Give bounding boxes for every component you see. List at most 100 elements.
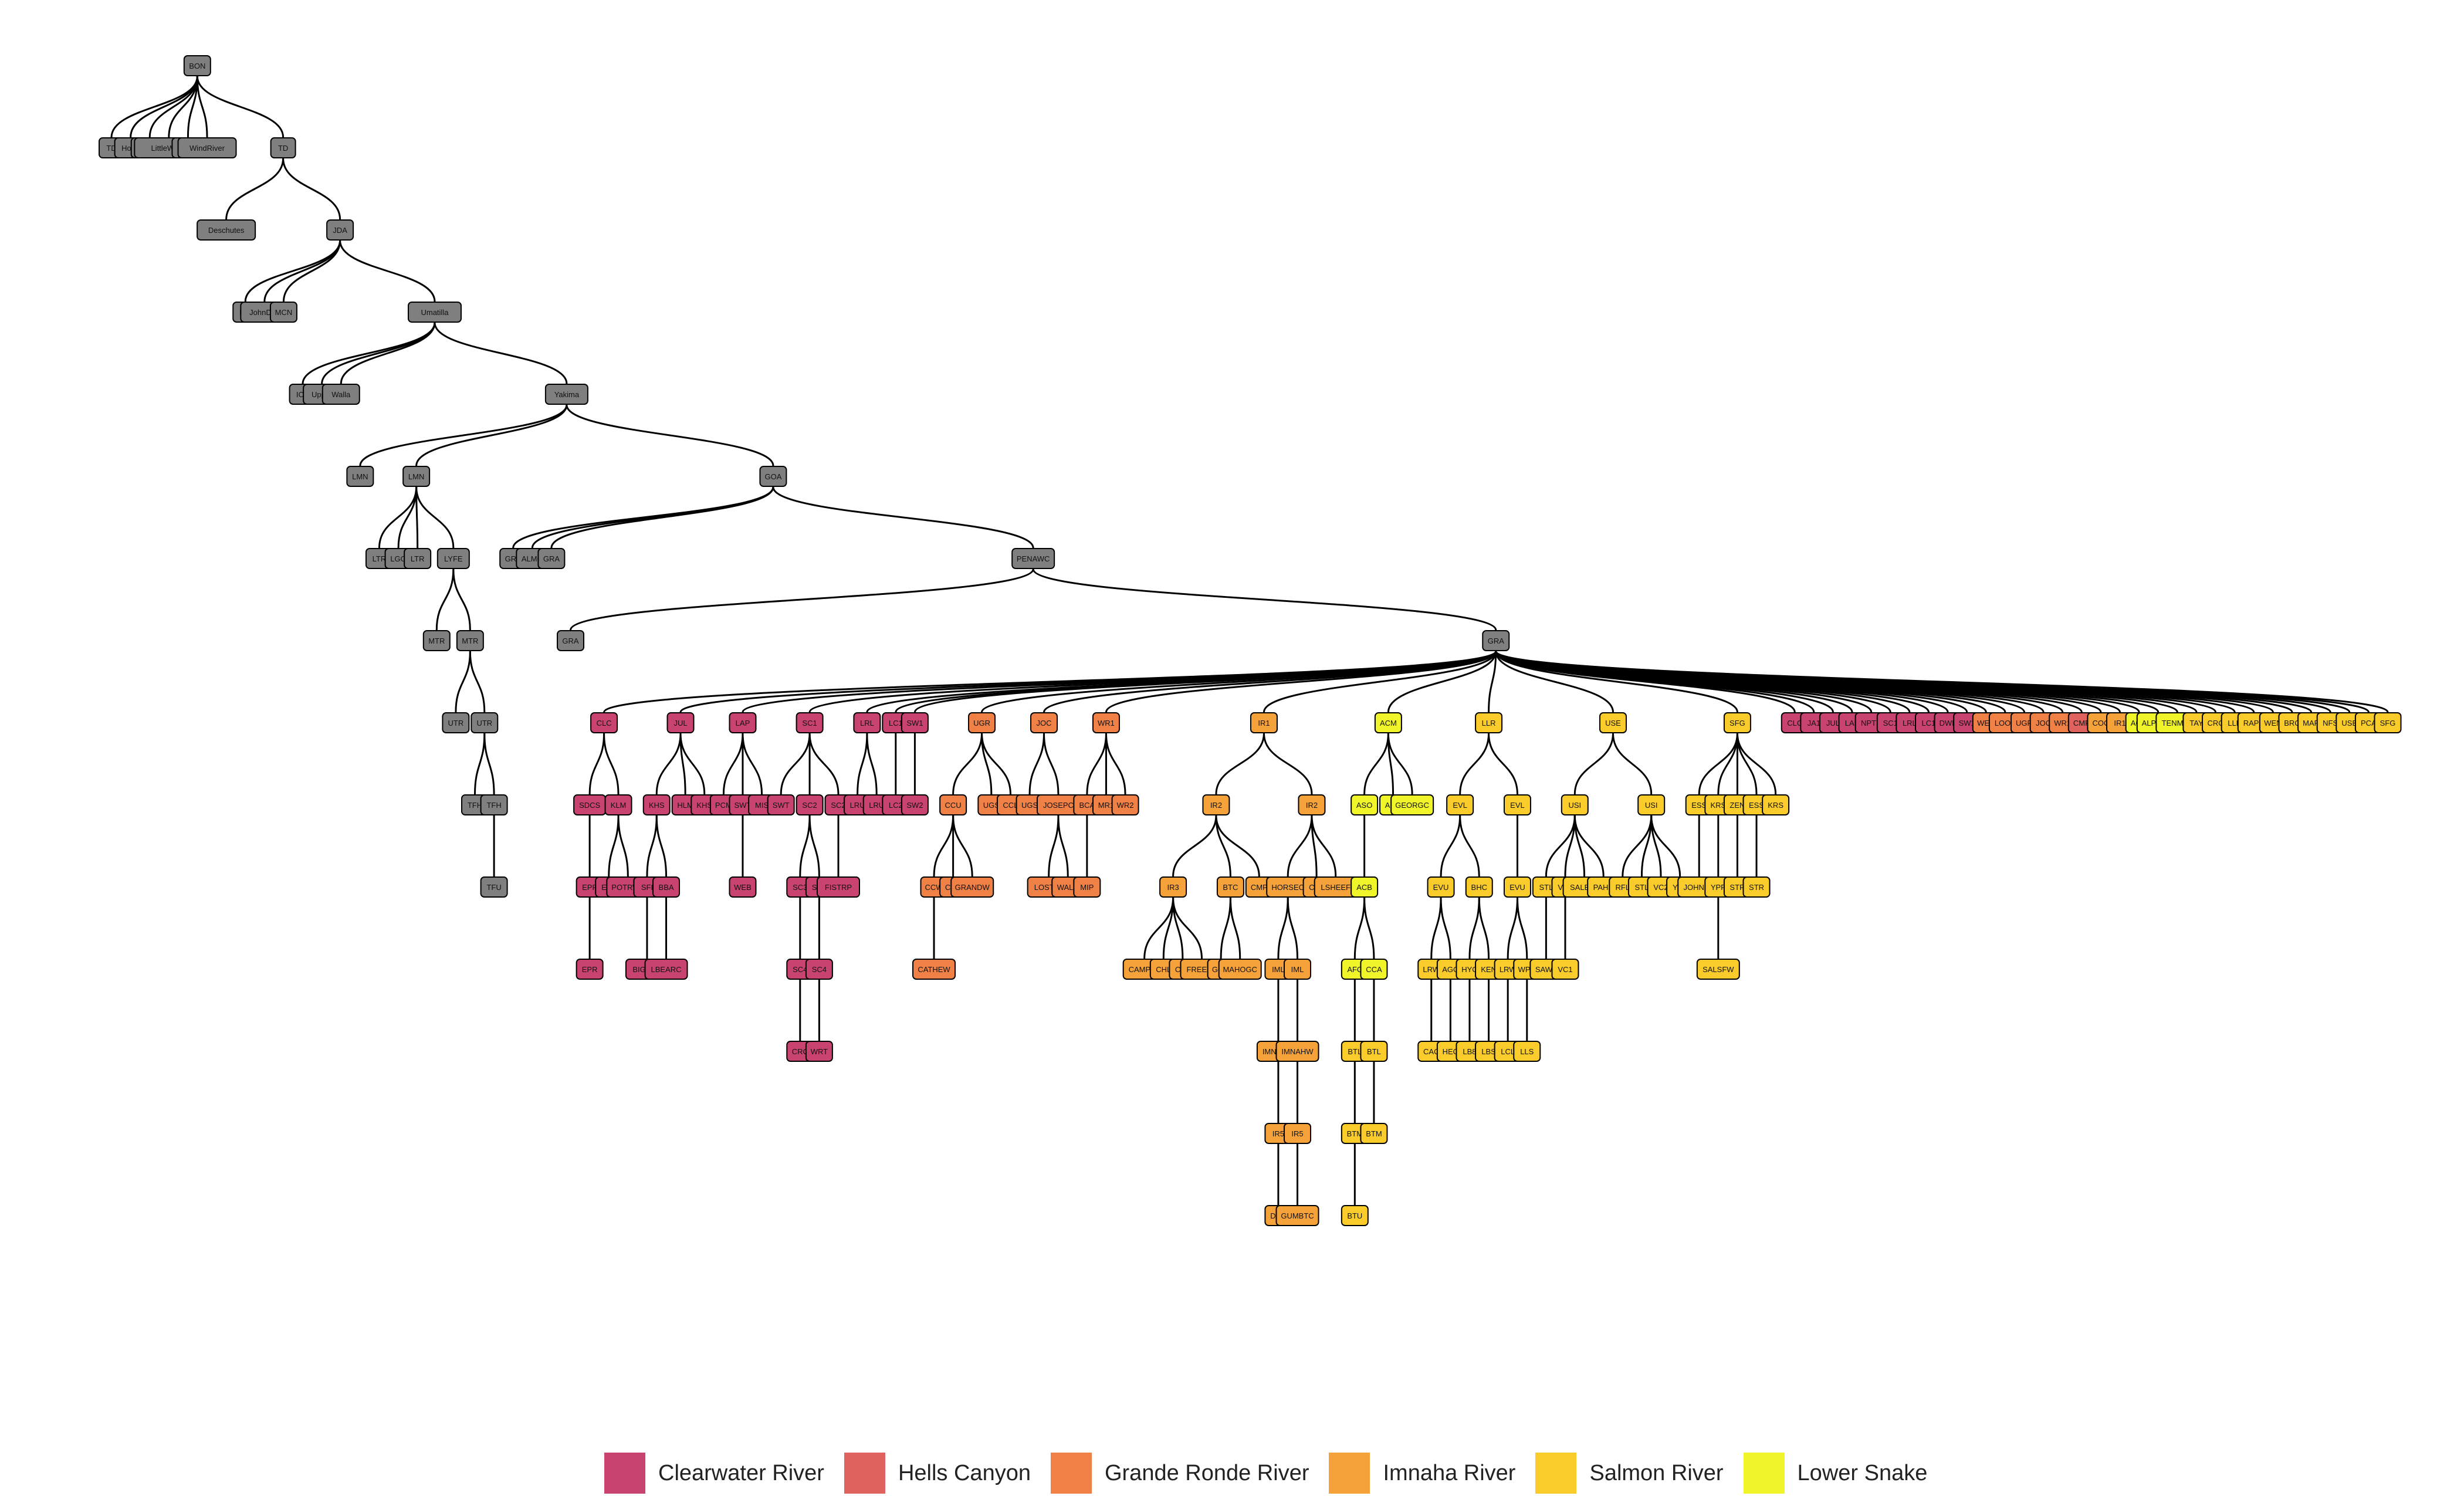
tree-edge bbox=[1287, 897, 1299, 959]
node-label: LTR bbox=[411, 554, 425, 563]
node-label: Walla bbox=[331, 390, 351, 399]
node-label: PCM bbox=[715, 801, 732, 810]
tree-node: VC1 bbox=[1551, 959, 1579, 980]
node-label: UGR bbox=[2016, 719, 2033, 727]
node-label: USE bbox=[1605, 719, 1621, 727]
tree-node: KRS bbox=[1762, 794, 1790, 815]
tree-node: EVL bbox=[1446, 794, 1474, 815]
node-box bbox=[471, 712, 499, 733]
legend-swatch bbox=[1329, 1453, 1370, 1494]
node-box bbox=[1551, 959, 1579, 980]
node-box bbox=[1637, 794, 1666, 815]
tree-edge bbox=[1032, 568, 1497, 631]
node-label: MIP bbox=[1080, 883, 1094, 892]
node-box bbox=[729, 712, 757, 733]
tree-node: IR2 bbox=[1298, 794, 1326, 815]
tree-edge bbox=[566, 404, 774, 466]
node-box bbox=[1011, 548, 1055, 569]
tree-edge bbox=[302, 322, 436, 384]
tree-edge bbox=[1573, 815, 1605, 877]
tree-node: SDCS bbox=[573, 794, 607, 815]
tree-edge bbox=[655, 733, 682, 795]
tree-edge bbox=[1229, 897, 1241, 959]
tree-node: WR2 bbox=[1111, 794, 1139, 815]
tree-node: SW2 bbox=[901, 794, 929, 815]
tree-edge bbox=[1172, 815, 1217, 877]
node-box bbox=[402, 466, 431, 487]
node-box bbox=[346, 466, 374, 487]
tree-edge bbox=[1028, 733, 1045, 795]
node-box bbox=[604, 794, 632, 815]
node-label: BCA bbox=[1079, 801, 1095, 810]
node-label: LRU bbox=[869, 801, 884, 810]
tree-node: KLM bbox=[604, 794, 632, 815]
node-label: EVU bbox=[1433, 883, 1449, 892]
legend-item: Grande Ronde River bbox=[1050, 1453, 1309, 1494]
node-box bbox=[912, 959, 956, 980]
node-label: BON bbox=[189, 62, 205, 70]
tree-node: JUL bbox=[666, 712, 695, 733]
node-box bbox=[1513, 1041, 1541, 1062]
tree-node: SFG bbox=[2374, 712, 2402, 733]
node-label: SW1 bbox=[906, 719, 923, 727]
node-label: STR bbox=[1729, 883, 1745, 892]
tree-edge bbox=[1459, 815, 1480, 877]
tree-node: CMP bbox=[1245, 876, 1273, 898]
tree-node: WRT bbox=[805, 1041, 833, 1062]
node-box bbox=[1159, 876, 1187, 898]
node-box bbox=[901, 794, 929, 815]
node-label: LC2 bbox=[889, 801, 903, 810]
tree-edge bbox=[679, 733, 706, 795]
tree-edge bbox=[1043, 733, 1060, 795]
node-label: SC1 bbox=[802, 719, 817, 727]
tree-node: FISTRP bbox=[816, 876, 860, 898]
node-box bbox=[1561, 794, 1589, 815]
tree-edge bbox=[378, 486, 418, 549]
tree-edge bbox=[1220, 897, 1231, 959]
tree-node: LAP bbox=[729, 712, 757, 733]
legend-label: Clearwater River bbox=[658, 1460, 824, 1485]
node-label: USE bbox=[2341, 719, 2357, 727]
node-box bbox=[644, 959, 688, 980]
node-box bbox=[1250, 712, 1278, 733]
tree-node: Walla bbox=[321, 384, 360, 405]
tree-node: UTR bbox=[471, 712, 499, 733]
node-label: IR1 bbox=[1258, 719, 1270, 727]
node-label: WRT bbox=[811, 1047, 828, 1056]
node-label: GUMBTC bbox=[1281, 1211, 1314, 1220]
tree-edge bbox=[130, 76, 198, 138]
node-label: CLC bbox=[597, 719, 612, 727]
tree-node: SC1 bbox=[796, 712, 824, 733]
node-label: GRA bbox=[562, 637, 579, 645]
node-label: PAHH bbox=[1593, 883, 1614, 892]
tree-node: SC2 bbox=[796, 794, 824, 815]
node-box bbox=[666, 712, 695, 733]
node-label: JUL bbox=[673, 719, 687, 727]
node-label: SC4 bbox=[793, 965, 807, 974]
tree-edge bbox=[1263, 651, 1497, 713]
node-label: UTR bbox=[448, 719, 464, 727]
node-box bbox=[1503, 876, 1531, 898]
node-box bbox=[1696, 959, 1740, 980]
node-label: WR1 bbox=[1098, 719, 1115, 727]
node-label: CRC bbox=[792, 1047, 808, 1056]
tree-edge bbox=[282, 240, 341, 302]
tree-node: BBA bbox=[652, 876, 681, 898]
node-box bbox=[759, 466, 787, 487]
node-label: WR1 bbox=[2054, 719, 2071, 727]
node-label: JOSEPC bbox=[1043, 801, 1074, 810]
tree-node: Deschutes bbox=[197, 219, 256, 241]
tree-edge bbox=[808, 815, 820, 877]
node-label: FISTRP bbox=[825, 883, 852, 892]
tree-node: TFU bbox=[480, 876, 508, 898]
legend-item: Hells Canyon bbox=[844, 1453, 1031, 1494]
tree-node: BTU bbox=[1341, 1205, 1369, 1226]
tree-edge bbox=[603, 651, 1497, 713]
legend-swatch bbox=[1050, 1453, 1092, 1494]
node-label: SDCS bbox=[579, 801, 600, 810]
tree-edge bbox=[1717, 733, 1738, 795]
legend-label: Hells Canyon bbox=[898, 1460, 1031, 1485]
node-label: CATHEW bbox=[918, 965, 950, 974]
tree-node: PENAWC bbox=[1011, 548, 1055, 569]
